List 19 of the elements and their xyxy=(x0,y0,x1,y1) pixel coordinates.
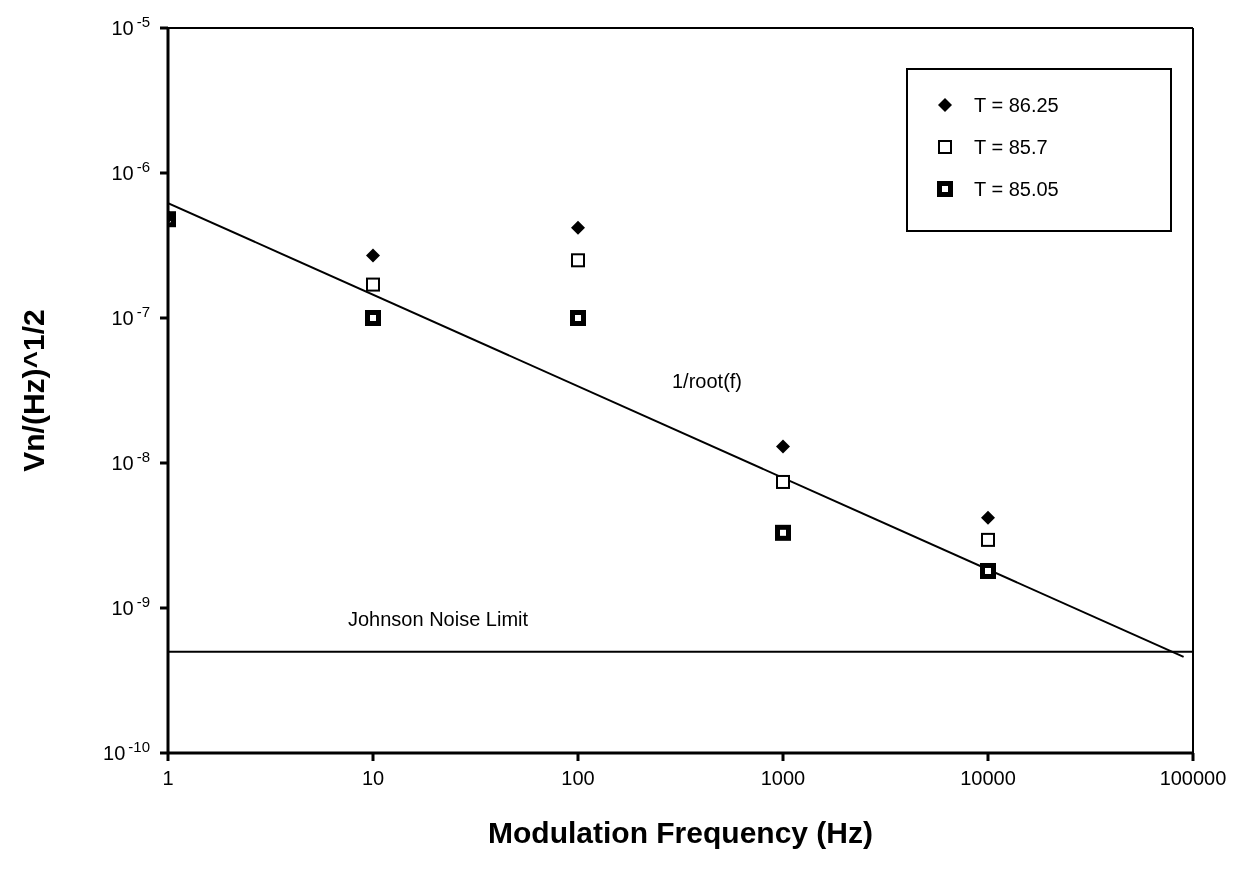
x-axis-title: Modulation Frequency (Hz) xyxy=(488,816,873,849)
legend-label: T = 85.05 xyxy=(974,177,1059,201)
x-tick-label: 100000 xyxy=(1159,767,1227,790)
y-axis-title: Vn/(Hz)^1/2 xyxy=(16,309,50,472)
y-tick-label: 10$^{-10}$ xyxy=(103,737,150,764)
x-tick-label: 1000 xyxy=(760,767,806,790)
x-tick-label: 1 xyxy=(162,767,174,790)
y-tick-label: 10$^{-6}$ xyxy=(111,157,150,184)
legend-label: T = 86.25 xyxy=(974,93,1059,117)
x-tick-label: 100 xyxy=(561,767,595,790)
y-tick-label: 10$^{-9}$ xyxy=(111,592,150,619)
ref-line-label: Johnson Noise Limit xyxy=(348,607,529,630)
legend-label: T = 85.7 xyxy=(974,135,1048,159)
annotation: 1/root(f) xyxy=(672,370,743,393)
x-tick-label: 10000 xyxy=(960,767,1016,790)
x-tick-label: 10 xyxy=(361,767,385,790)
y-tick-label: 10$^{-7}$ xyxy=(111,302,150,329)
y-tick-label: 10$^{-8}$ xyxy=(111,447,150,474)
y-tick-label: 10$^{-5}$ xyxy=(111,12,150,39)
